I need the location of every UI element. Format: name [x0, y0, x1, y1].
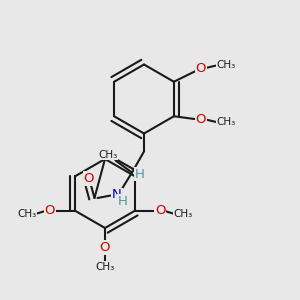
Text: CH₃: CH₃ — [17, 209, 37, 219]
Text: H: H — [118, 195, 128, 208]
Text: CH₃: CH₃ — [98, 149, 118, 160]
Text: CH₃: CH₃ — [95, 262, 115, 272]
Text: N: N — [112, 188, 122, 202]
Text: O: O — [83, 172, 94, 185]
Text: O: O — [44, 204, 55, 217]
Text: O: O — [196, 113, 206, 126]
Text: O: O — [155, 204, 166, 217]
Text: H: H — [135, 167, 144, 181]
Text: CH₃: CH₃ — [217, 117, 236, 127]
Text: CH₃: CH₃ — [173, 209, 193, 219]
Text: O: O — [100, 241, 110, 254]
Text: O: O — [196, 62, 206, 75]
Text: CH₃: CH₃ — [217, 60, 236, 70]
